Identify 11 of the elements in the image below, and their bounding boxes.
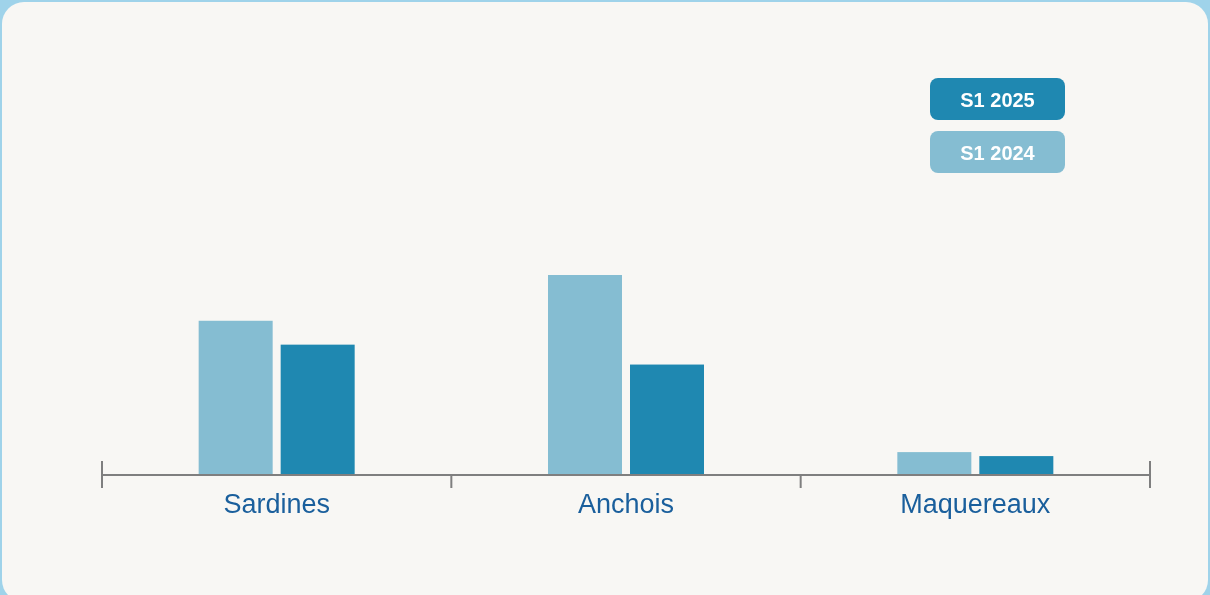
bar [897, 452, 972, 474]
bar [198, 320, 273, 474]
x-tick-label: Maquereaux [900, 489, 1051, 519]
x-tick-label: Sardines [223, 489, 330, 519]
bar [630, 364, 704, 474]
bar [548, 275, 622, 474]
bar [979, 456, 1054, 474]
text: S1 2025 [960, 89, 1035, 111]
text: S1 2024 [960, 142, 1036, 164]
x-tick-label: Anchois [577, 489, 675, 519]
bar [280, 344, 355, 474]
